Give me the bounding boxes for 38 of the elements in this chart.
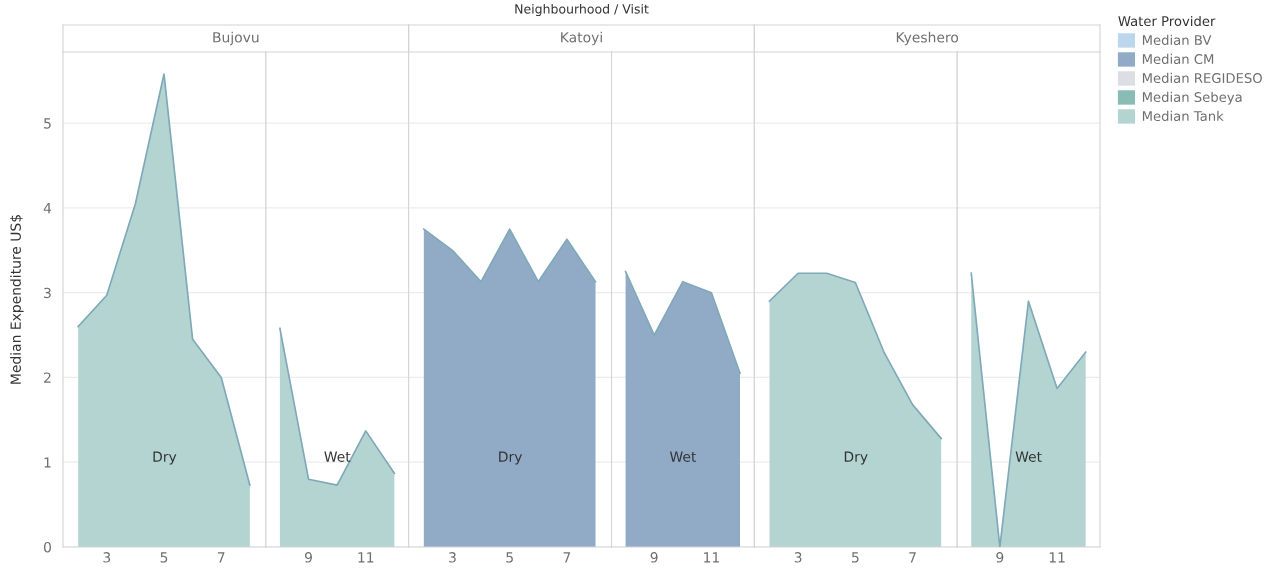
y-tick-label: 0 (43, 541, 51, 553)
x-tick-label: 3 (794, 552, 802, 563)
legend-label: Median CM (1142, 53, 1214, 65)
legend-title: Water Provider (1118, 15, 1216, 27)
annotation: Dry (153, 451, 177, 465)
annotation: Dry (844, 451, 868, 465)
x-tick-label: 9 (650, 552, 658, 563)
annotation: Wet (669, 451, 697, 462)
annotation: Wet (324, 451, 351, 462)
x-tick-label: 5 (852, 552, 859, 563)
legend-label: Median BV (1142, 34, 1212, 46)
chart-title: Kyeshero (896, 31, 959, 46)
x-tick-label: 11 (358, 552, 374, 563)
text: Neighbourhood / Visit (515, 3, 649, 17)
x-tick-label: 7 (909, 552, 916, 563)
y-tick-label: 2 (44, 372, 51, 383)
x-tick-label: 7 (563, 552, 571, 563)
chart-title: Katoyi (561, 31, 602, 46)
annotation: Wet (1015, 451, 1042, 462)
y-tick-label: 1 (44, 457, 51, 468)
annotation: Dry (499, 451, 522, 465)
x-tick-label: 11 (1049, 552, 1065, 563)
legend-label: Median Tank (1142, 110, 1224, 122)
x-tick-label: 3 (449, 552, 456, 563)
x-tick-label: 9 (996, 552, 1004, 563)
chart-title: Bujovu (213, 31, 259, 46)
x-tick-label: 5 (506, 552, 513, 563)
x-tick-label: 9 (304, 552, 312, 563)
y-tick-label: 4 (43, 203, 52, 214)
x-tick-label: 3 (103, 552, 111, 563)
y-axis-title: Median Expenditure US$ (10, 215, 24, 384)
y-tick-label: 3 (44, 287, 51, 299)
legend-label: Median Sebeya (1142, 91, 1242, 105)
x-tick-label: 7 (217, 552, 225, 563)
x-tick-label: 5 (160, 552, 168, 563)
legend-label: Median REGIDESO (1142, 72, 1262, 84)
x-tick-label: 11 (704, 552, 719, 563)
y-tick-label: 5 (44, 118, 51, 129)
